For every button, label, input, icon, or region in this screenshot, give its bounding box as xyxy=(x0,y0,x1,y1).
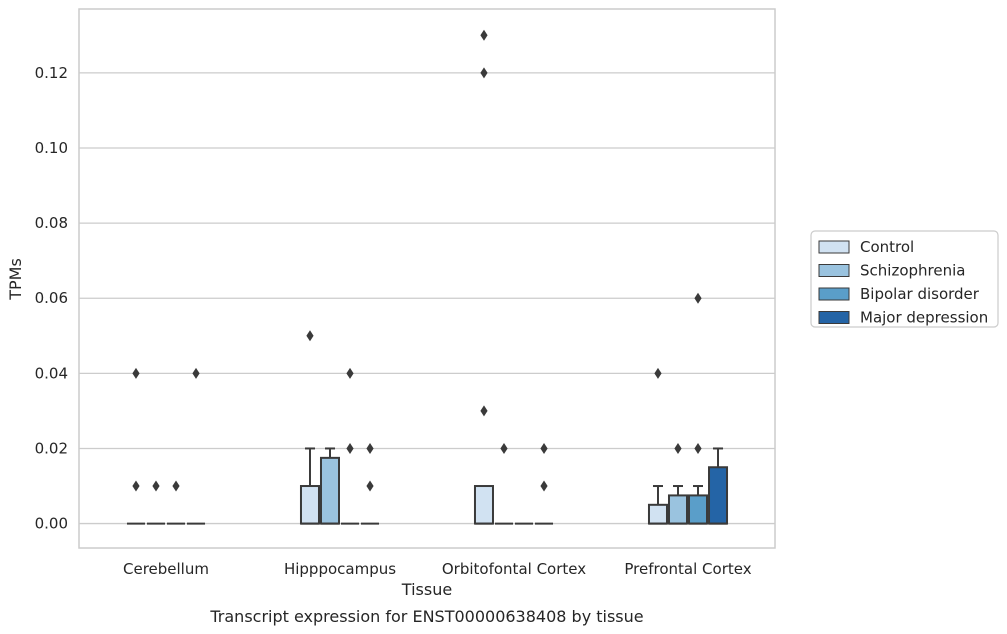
outlier-point xyxy=(366,480,374,492)
box xyxy=(667,494,688,525)
box xyxy=(647,503,668,525)
outlier-point xyxy=(694,442,702,454)
legend-label: Control xyxy=(860,238,914,256)
outlier-point xyxy=(192,367,200,379)
y-tick-label: 0.04 xyxy=(35,364,68,382)
outlier-point xyxy=(540,480,548,492)
x-axis-ticks: Cerebellum Hipppocampus Orbitofontal Corte… xyxy=(123,560,752,578)
plot-area xyxy=(126,29,729,525)
box xyxy=(473,485,494,525)
legend-swatch xyxy=(818,287,850,301)
x-tick-label: Orbitofontal Cortex xyxy=(442,560,586,578)
y-axis-label: TPMs xyxy=(6,258,25,301)
legend-swatch xyxy=(818,311,850,324)
x-tick-label: Cerebellum xyxy=(123,560,209,578)
outlier-point xyxy=(694,292,702,304)
outlier-point xyxy=(132,480,140,492)
y-axis-ticks: 0.00 0.02 0.04 0.06 0.08 0.10 0.12 xyxy=(35,64,68,533)
outlier-point xyxy=(132,367,140,379)
y-tick-label: 0.08 xyxy=(35,214,68,232)
y-tick-label: 0.10 xyxy=(35,139,68,157)
outlier-point xyxy=(346,442,354,454)
outlier-point xyxy=(172,480,180,492)
box xyxy=(299,485,320,525)
x-tick-label: Prefrontal Cortex xyxy=(624,560,751,578)
legend-label: Schizophrenia xyxy=(860,262,965,280)
outlier-point xyxy=(346,367,354,379)
legend-label: Major depression xyxy=(860,309,988,327)
grid-lines xyxy=(79,72,775,525)
outlier-point xyxy=(366,442,374,454)
box xyxy=(688,494,709,525)
outlier-point xyxy=(674,442,682,454)
outlier-point xyxy=(480,405,488,417)
y-tick-label: 0.00 xyxy=(35,515,68,533)
x-axis-label: Tissue xyxy=(401,580,452,599)
chart-title: Transcript expression for ENST0000063840… xyxy=(209,607,643,626)
y-tick-label: 0.06 xyxy=(35,289,68,307)
outlier-point xyxy=(540,442,548,454)
outlier-point xyxy=(480,67,488,79)
outlier-point xyxy=(654,367,662,379)
outlier-point xyxy=(500,442,508,454)
box xyxy=(708,466,729,525)
outlier-point xyxy=(152,480,160,492)
plot-frame xyxy=(78,8,776,549)
x-tick-label: Hipppocampus xyxy=(284,560,396,578)
legend: Control Schizophrenia Bipolar disorder Majo… xyxy=(810,230,999,328)
y-tick-label: 0.02 xyxy=(35,439,68,457)
y-tick-label: 0.12 xyxy=(35,64,68,82)
legend-frame xyxy=(810,230,999,328)
outlier-point xyxy=(480,29,488,41)
outlier-point xyxy=(306,330,314,342)
legend-label: Bipolar disorder xyxy=(860,285,980,303)
legend-swatch xyxy=(818,264,850,277)
legend-swatch xyxy=(818,240,850,254)
box xyxy=(319,456,340,525)
